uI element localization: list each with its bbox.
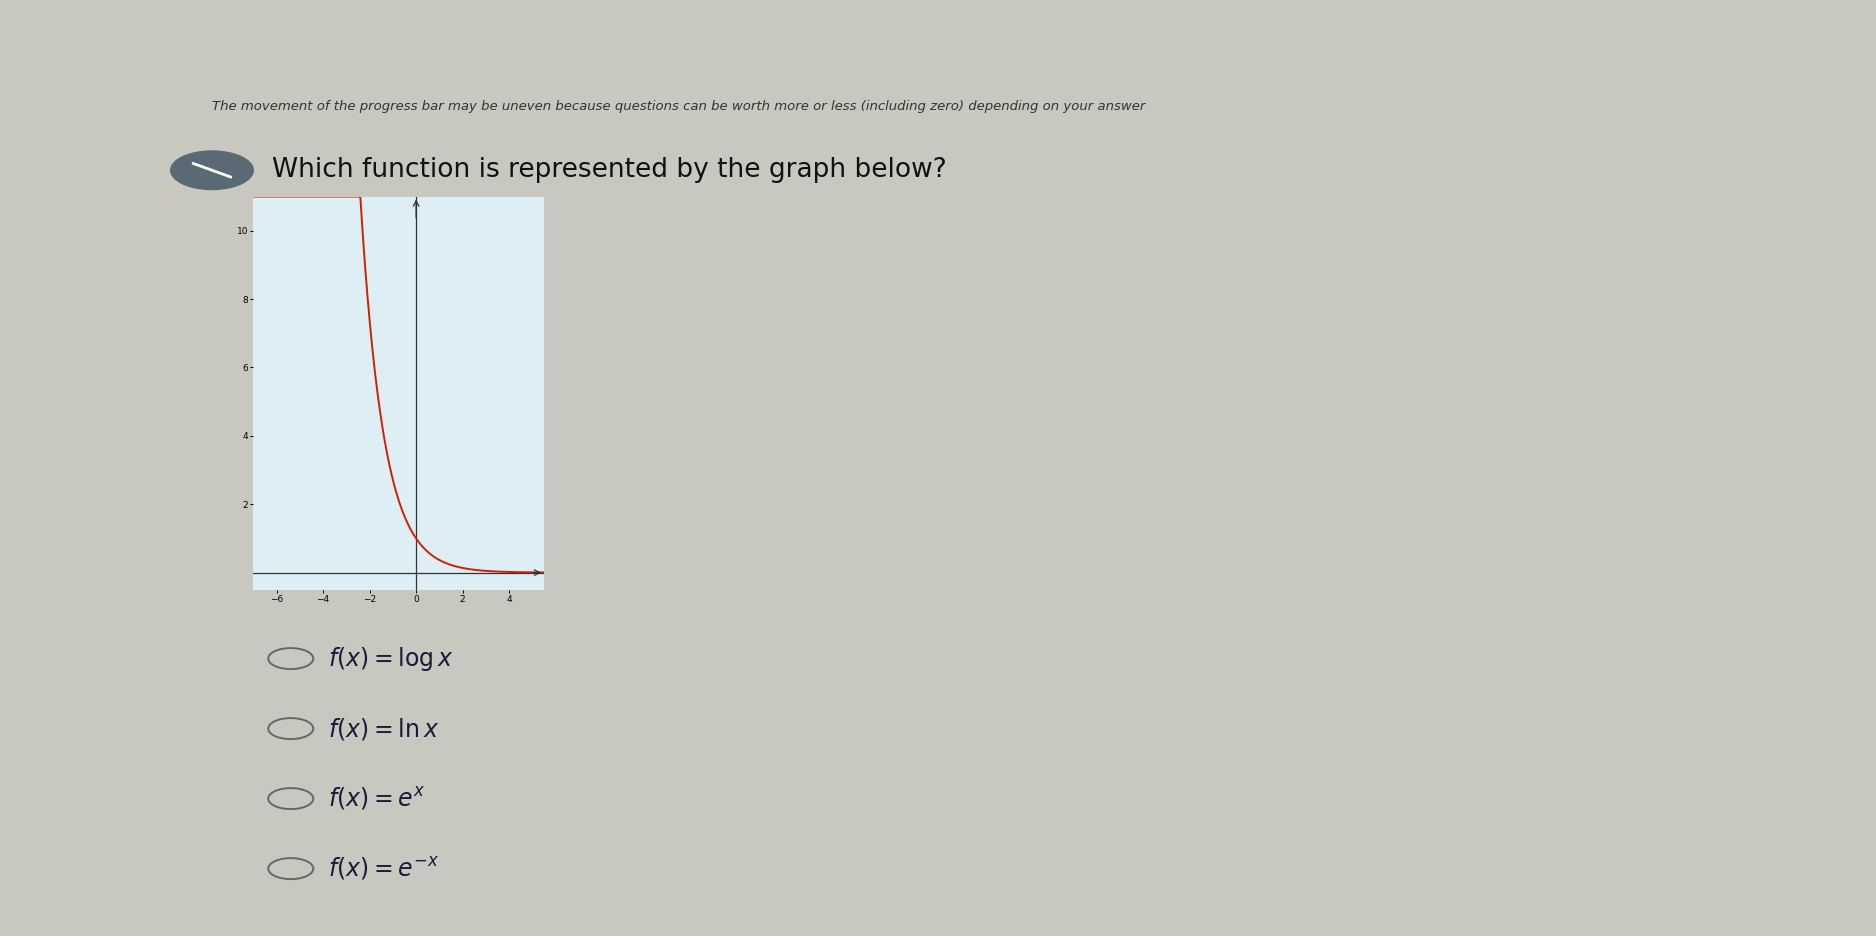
- Text: Which function is represented by the graph below?: Which function is represented by the gra…: [272, 157, 947, 183]
- Text: $f(x) = e^{-x}$: $f(x) = e^{-x}$: [328, 856, 439, 882]
- Text: $f(x) = \ln x$: $f(x) = \ln x$: [328, 716, 439, 741]
- Text: $f(x) = e^x$: $f(x) = e^x$: [328, 785, 426, 812]
- Text: The movement of the progress bar may be uneven because questions can be worth mo: The movement of the progress bar may be …: [212, 100, 1146, 113]
- Text: $f(x) = \log x$: $f(x) = \log x$: [328, 645, 454, 673]
- Circle shape: [171, 151, 253, 189]
